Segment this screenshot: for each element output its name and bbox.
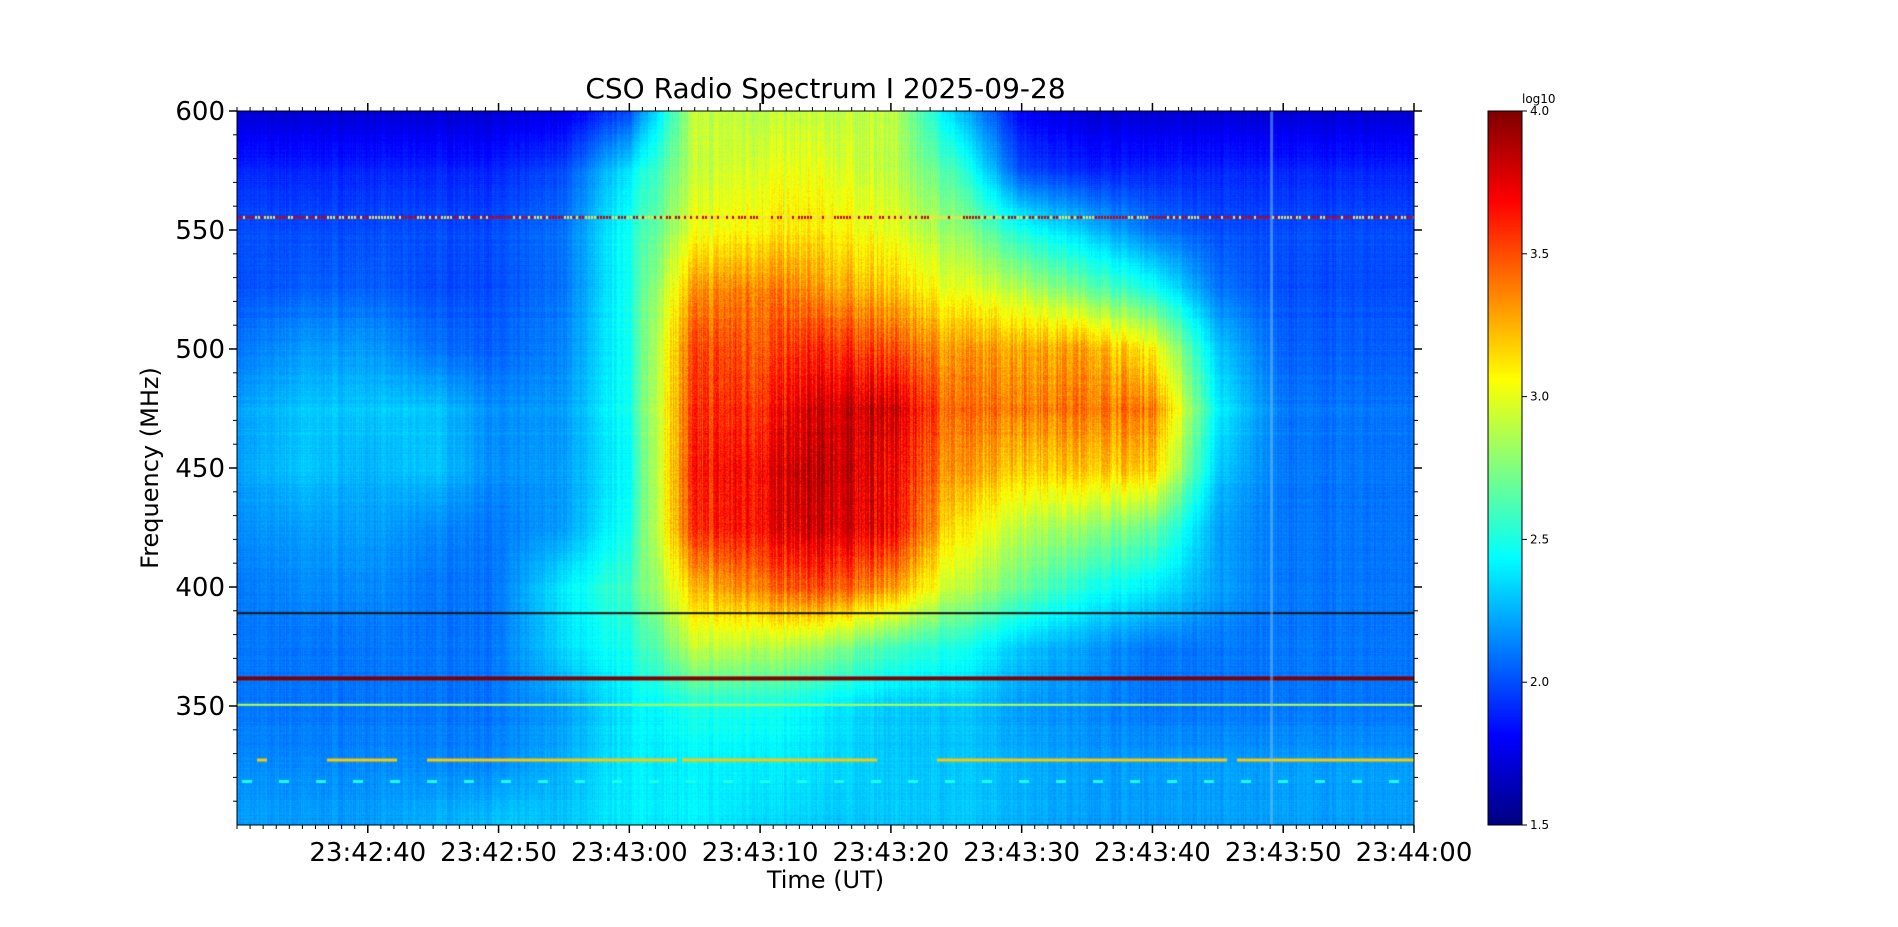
- colorbar-tick-label: 2.0: [1530, 675, 1549, 689]
- colorbar-tick-label: 3.5: [1530, 247, 1549, 261]
- x-tick-label: 23:42:40: [309, 838, 426, 868]
- colorbar-tick-label: 3.0: [1530, 390, 1549, 404]
- x-tick-label: 23:42:50: [440, 838, 557, 868]
- x-tick-label: 23:43:10: [702, 838, 819, 868]
- colorbar-tick-label: 2.5: [1530, 532, 1549, 546]
- y-tick-label: 500: [175, 335, 225, 365]
- x-tick-label: 23:43:50: [1225, 838, 1342, 868]
- spectrogram-heatmap: [237, 111, 1414, 825]
- x-tick-label: 23:44:00: [1356, 838, 1473, 868]
- x-tick-label: 23:43:30: [963, 838, 1080, 868]
- colorbar-label: log10: [1522, 92, 1556, 106]
- y-tick-label: 450: [175, 454, 225, 484]
- colorbar-tick-label: 4.0: [1530, 104, 1549, 118]
- colorbar-tick-label: 1.5: [1530, 818, 1549, 832]
- x-tick-label: 23:43:20: [832, 838, 949, 868]
- x-tick-label: 23:43:40: [1094, 838, 1211, 868]
- y-tick-label: 600: [175, 97, 225, 127]
- chart-title: CSO Radio Spectrum I 2025-09-28: [585, 72, 1066, 105]
- x-axis-label: Time (UT): [766, 866, 885, 894]
- plot-frame: [236, 110, 1415, 826]
- y-tick-label: 350: [175, 692, 225, 722]
- y-tick-label: 400: [175, 573, 225, 603]
- colorbar: [1488, 111, 1522, 825]
- y-axis-label: Frequency (MHz): [136, 367, 164, 569]
- colorbar-frame: [1487, 110, 1523, 826]
- y-tick-label: 550: [175, 216, 225, 246]
- x-tick-label: 23:43:00: [571, 838, 688, 868]
